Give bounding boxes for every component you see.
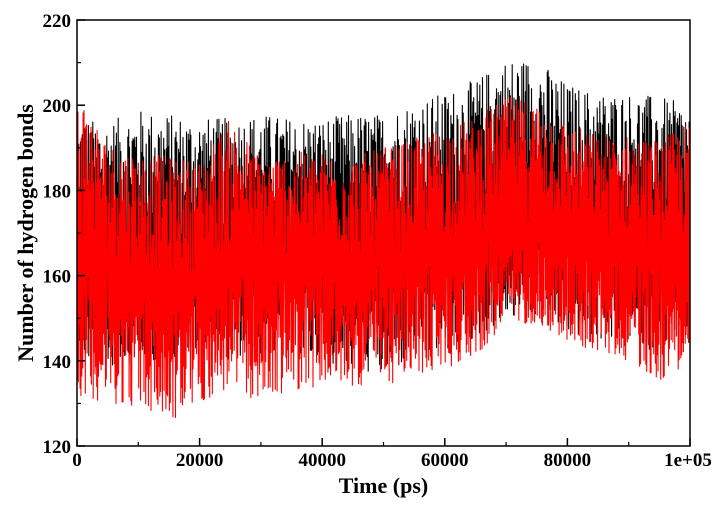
x-tick-label: 40000 <box>298 450 346 471</box>
series-layer <box>76 63 691 419</box>
y-tick-label: 220 <box>43 11 72 32</box>
y-tick-label: 200 <box>43 96 72 117</box>
series-line-2 <box>76 97 691 419</box>
y-tick-label: 120 <box>43 437 72 458</box>
x-axis: 0 20000 40000 60000 80000 1e+05 <box>72 438 712 471</box>
y-tick-label: 140 <box>43 352 72 373</box>
y-axis-title: Number of hydrogen bonds <box>13 104 38 362</box>
x-tick-label: 1e+05 <box>664 450 712 471</box>
x-tick-label: 0 <box>72 450 82 471</box>
x-tick-label: 60000 <box>421 450 469 471</box>
y-tick-label: 180 <box>43 181 72 202</box>
y-axis: 120 140 160 180 200 220 <box>43 11 85 458</box>
x-tick-label: 20000 <box>176 450 224 471</box>
x-axis-title: Time (ps) <box>339 473 428 498</box>
x-tick-label: 80000 <box>544 450 592 471</box>
y-tick-label: 160 <box>43 267 72 288</box>
